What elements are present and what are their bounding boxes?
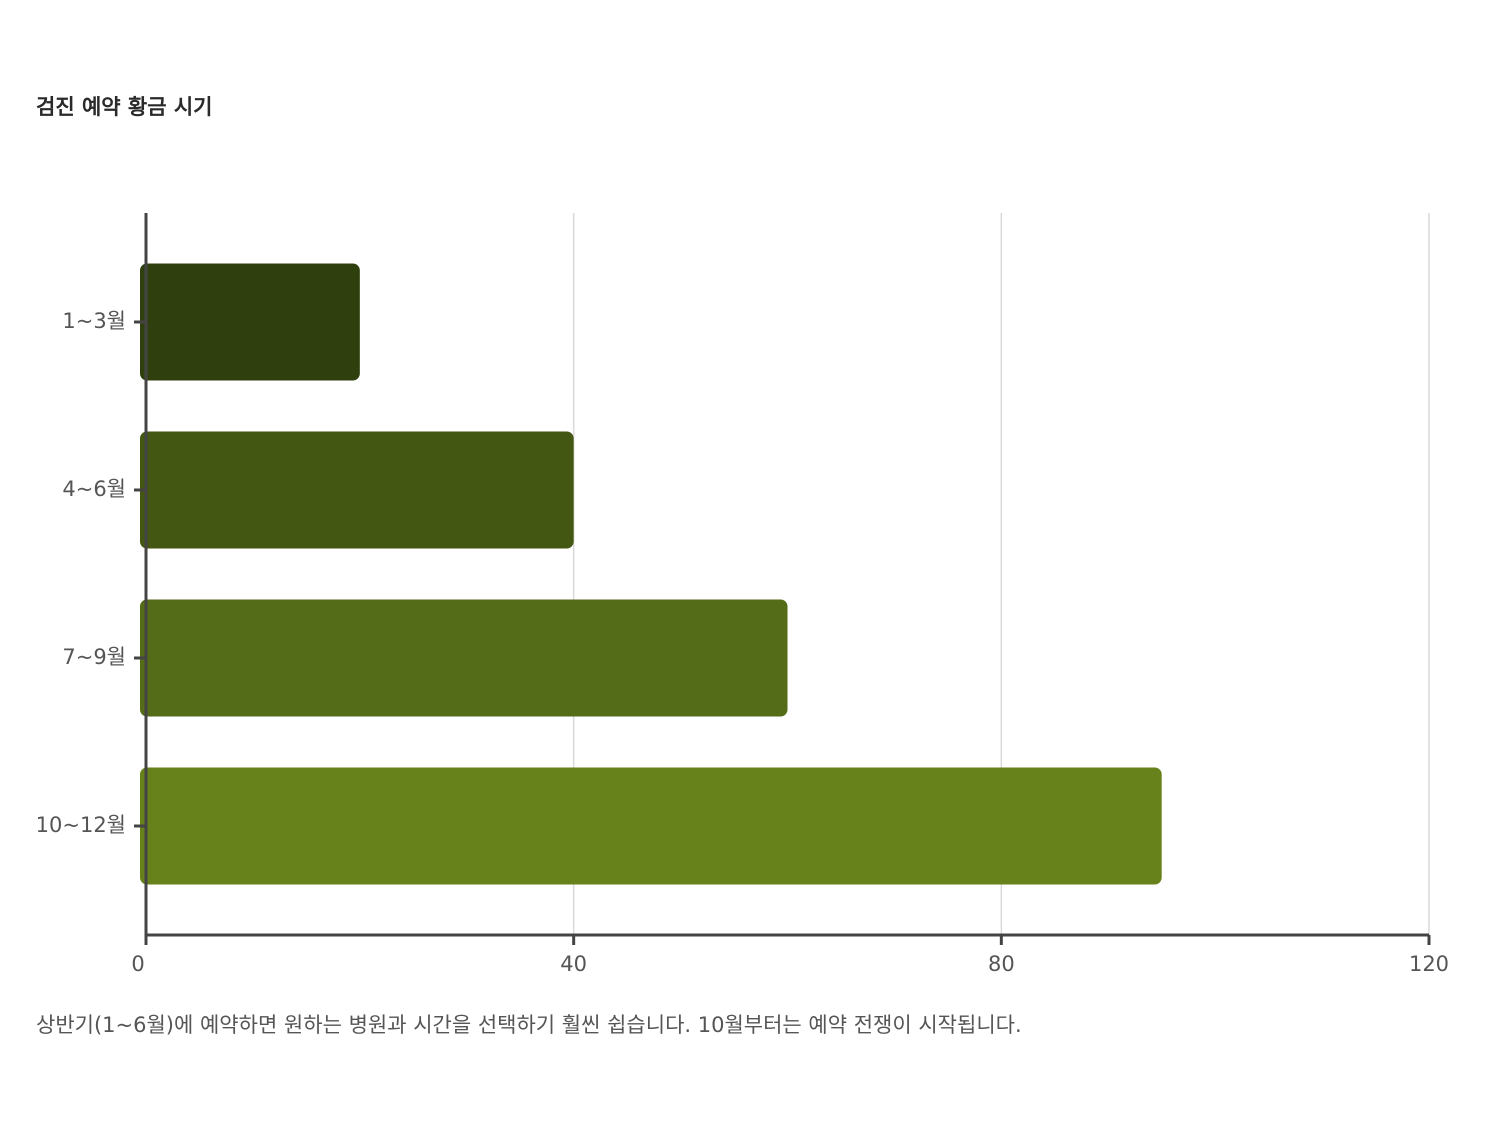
x-tick-label: 120 <box>1409 952 1449 976</box>
footnote: 상반기(1~6월)에 예약하면 원하는 병원과 시간을 선택하기 훨씬 쉽습니다… <box>36 1013 1022 1037</box>
y-tick-label: 7~9월 <box>62 645 126 669</box>
bar <box>140 431 574 549</box>
bar <box>140 599 788 717</box>
x-tick-label: 0 <box>131 952 144 976</box>
x-tick-label: 40 <box>560 952 587 976</box>
x-tick-label: 80 <box>988 952 1015 976</box>
y-tick-label: 10~12월 <box>36 813 126 837</box>
y-tick-label: 4~6월 <box>62 477 126 501</box>
chart-title: 검진 예약 황금 시기 <box>36 95 213 119</box>
y-tick-label: 1~3월 <box>62 309 126 333</box>
bar <box>140 767 1162 885</box>
bar <box>140 263 360 381</box>
